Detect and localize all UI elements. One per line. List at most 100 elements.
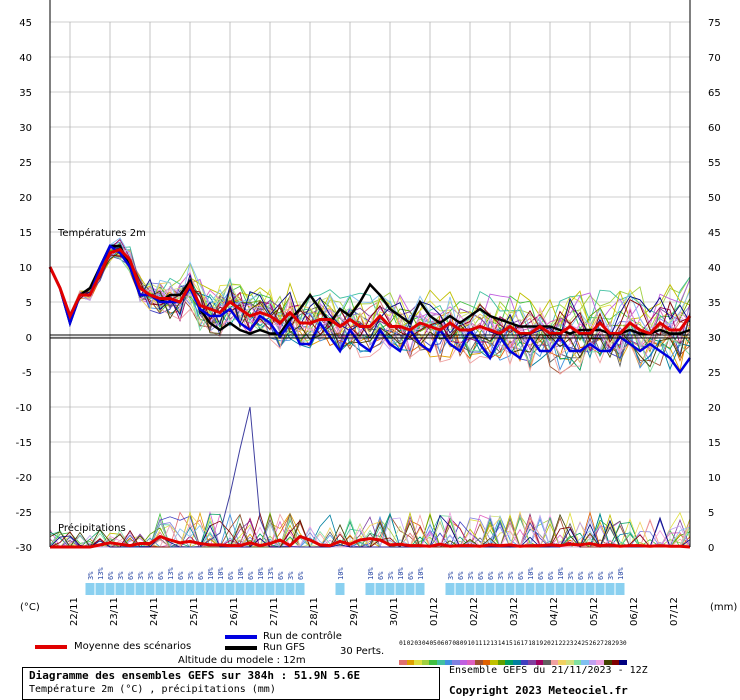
left-tick-label: -5 — [22, 368, 32, 379]
snow-probability-label: 6% — [517, 571, 525, 580]
x-tick-label: 03/12 — [509, 597, 520, 626]
snow-flake-marker — [585, 583, 595, 595]
pert-swatch — [558, 660, 567, 665]
snow-probability-label: 6% — [227, 571, 235, 580]
snow-probability-label: 3% — [467, 571, 475, 580]
snow-flake-marker — [385, 583, 395, 595]
pert-swatch — [482, 660, 491, 665]
snow-probability-label: 10% — [217, 567, 225, 580]
right-tick-label: 20 — [708, 403, 721, 414]
pert-swatch — [604, 660, 612, 665]
pert-swatch — [490, 660, 498, 665]
right-tick-label: 45 — [708, 228, 721, 239]
snow-probability-label: 6% — [127, 571, 135, 580]
snow-flake-marker — [285, 583, 295, 595]
snow-probability-label: 6% — [597, 571, 605, 580]
right-axis-unit: (mm) — [710, 602, 737, 613]
pert-swatch — [474, 660, 483, 665]
pert-number: 08 — [452, 640, 460, 647]
pert-number: 15 — [505, 640, 513, 647]
x-tick-label: 01/12 — [429, 597, 440, 626]
control-temp-line — [48, 244, 692, 375]
snow-probability-label: 10% — [207, 567, 215, 580]
snow-flake-marker — [495, 583, 505, 595]
snow-flake-marker — [545, 583, 555, 595]
snow-flake-marker — [375, 583, 385, 595]
pert-swatch — [452, 660, 460, 665]
pert-swatch — [550, 660, 559, 665]
pert-swatch — [619, 660, 627, 665]
snow-flake-marker — [85, 583, 95, 595]
pert-swatch — [611, 660, 620, 665]
pert-swatch — [581, 660, 589, 665]
snow-probability-label: 6% — [577, 571, 585, 580]
pert-number: 10 — [467, 640, 475, 647]
snow-probability-label: 6% — [157, 571, 165, 580]
snow-probability-label: 3% — [187, 571, 195, 580]
pert-number: 22 — [558, 640, 566, 647]
x-tick-label: 28/11 — [309, 597, 320, 626]
snow-probability-label: 6% — [177, 571, 185, 580]
snow-flake-marker — [605, 583, 615, 595]
pert-swatch — [512, 660, 521, 665]
pert-number: 02 — [406, 640, 414, 647]
main-series-lines — [48, 244, 692, 549]
snow-probability-label: 3% — [137, 571, 145, 580]
snow-probability-label: 6% — [197, 571, 205, 580]
snow-flake-marker — [185, 583, 195, 595]
snow-flake-marker — [365, 583, 375, 595]
pert-number: 26 — [589, 640, 597, 647]
perturbation-temp-line — [49, 251, 691, 368]
pert-number: 20 — [543, 640, 551, 647]
snow-flake-marker — [415, 583, 425, 595]
peak-precip-line — [170, 406, 271, 548]
pert-swatch — [467, 660, 475, 665]
altitude-text: Altitude du modele : 12m — [178, 655, 306, 666]
snow-flake-marker — [485, 583, 495, 595]
right-tick-label: 0 — [708, 543, 714, 554]
snow-probability-label: 10% — [617, 567, 625, 580]
snow-probability-label: 10% — [417, 567, 425, 580]
right-tick-label: 30 — [708, 333, 721, 344]
pert-swatch — [505, 660, 513, 665]
snow-flake-marker — [475, 583, 485, 595]
left-tick-label: 10 — [19, 263, 32, 274]
temp-annotation: Températures 2m — [57, 227, 146, 239]
right-tick-label: 10 — [708, 473, 721, 484]
pert-number: 01 — [399, 640, 407, 647]
legend-control-swatch — [225, 635, 257, 639]
left-tick-label: 0 — [26, 333, 32, 344]
left-tick-label: 5 — [26, 298, 32, 309]
snow-flake-marker — [255, 583, 265, 595]
legend-mean-swatch — [35, 645, 67, 649]
pert-number: 29 — [611, 640, 620, 647]
right-tick-label: 25 — [708, 368, 721, 379]
chart-subtitle: Température 2m (°C) , précipitations (mm… — [29, 684, 276, 695]
snow-probability-label: 13% — [97, 567, 105, 580]
left-tick-label: -10 — [16, 403, 32, 414]
snow-flake-marker — [535, 583, 545, 595]
snow-flake-marker — [115, 583, 125, 595]
pert-swatch — [429, 660, 437, 665]
snow-flake-marker — [335, 583, 345, 595]
left-tick-label: 40 — [19, 53, 32, 64]
snow-probability-label: 6% — [537, 571, 545, 580]
pert-swatch — [520, 660, 529, 665]
snow-probability-label: 6% — [547, 571, 555, 580]
x-tick-label: 26/11 — [229, 597, 240, 626]
snow-probability-label: 10% — [337, 567, 345, 580]
snow-flake-marker — [135, 583, 145, 595]
snow-probability-label: 3% — [587, 571, 595, 580]
snow-flake-marker — [465, 583, 475, 595]
mean-precip-line — [50, 534, 691, 549]
snow-probability-label: 10% — [557, 567, 565, 580]
pert-number: 17 — [520, 640, 528, 647]
snow-flake-marker — [615, 583, 625, 595]
snow-flake-marker — [555, 583, 565, 595]
left-tick-label: 30 — [19, 123, 32, 134]
pert-swatch — [444, 660, 453, 665]
pert-number: 04 — [421, 640, 430, 647]
snow-flake-marker — [225, 583, 235, 595]
snow-probability-label: 10% — [397, 567, 405, 580]
